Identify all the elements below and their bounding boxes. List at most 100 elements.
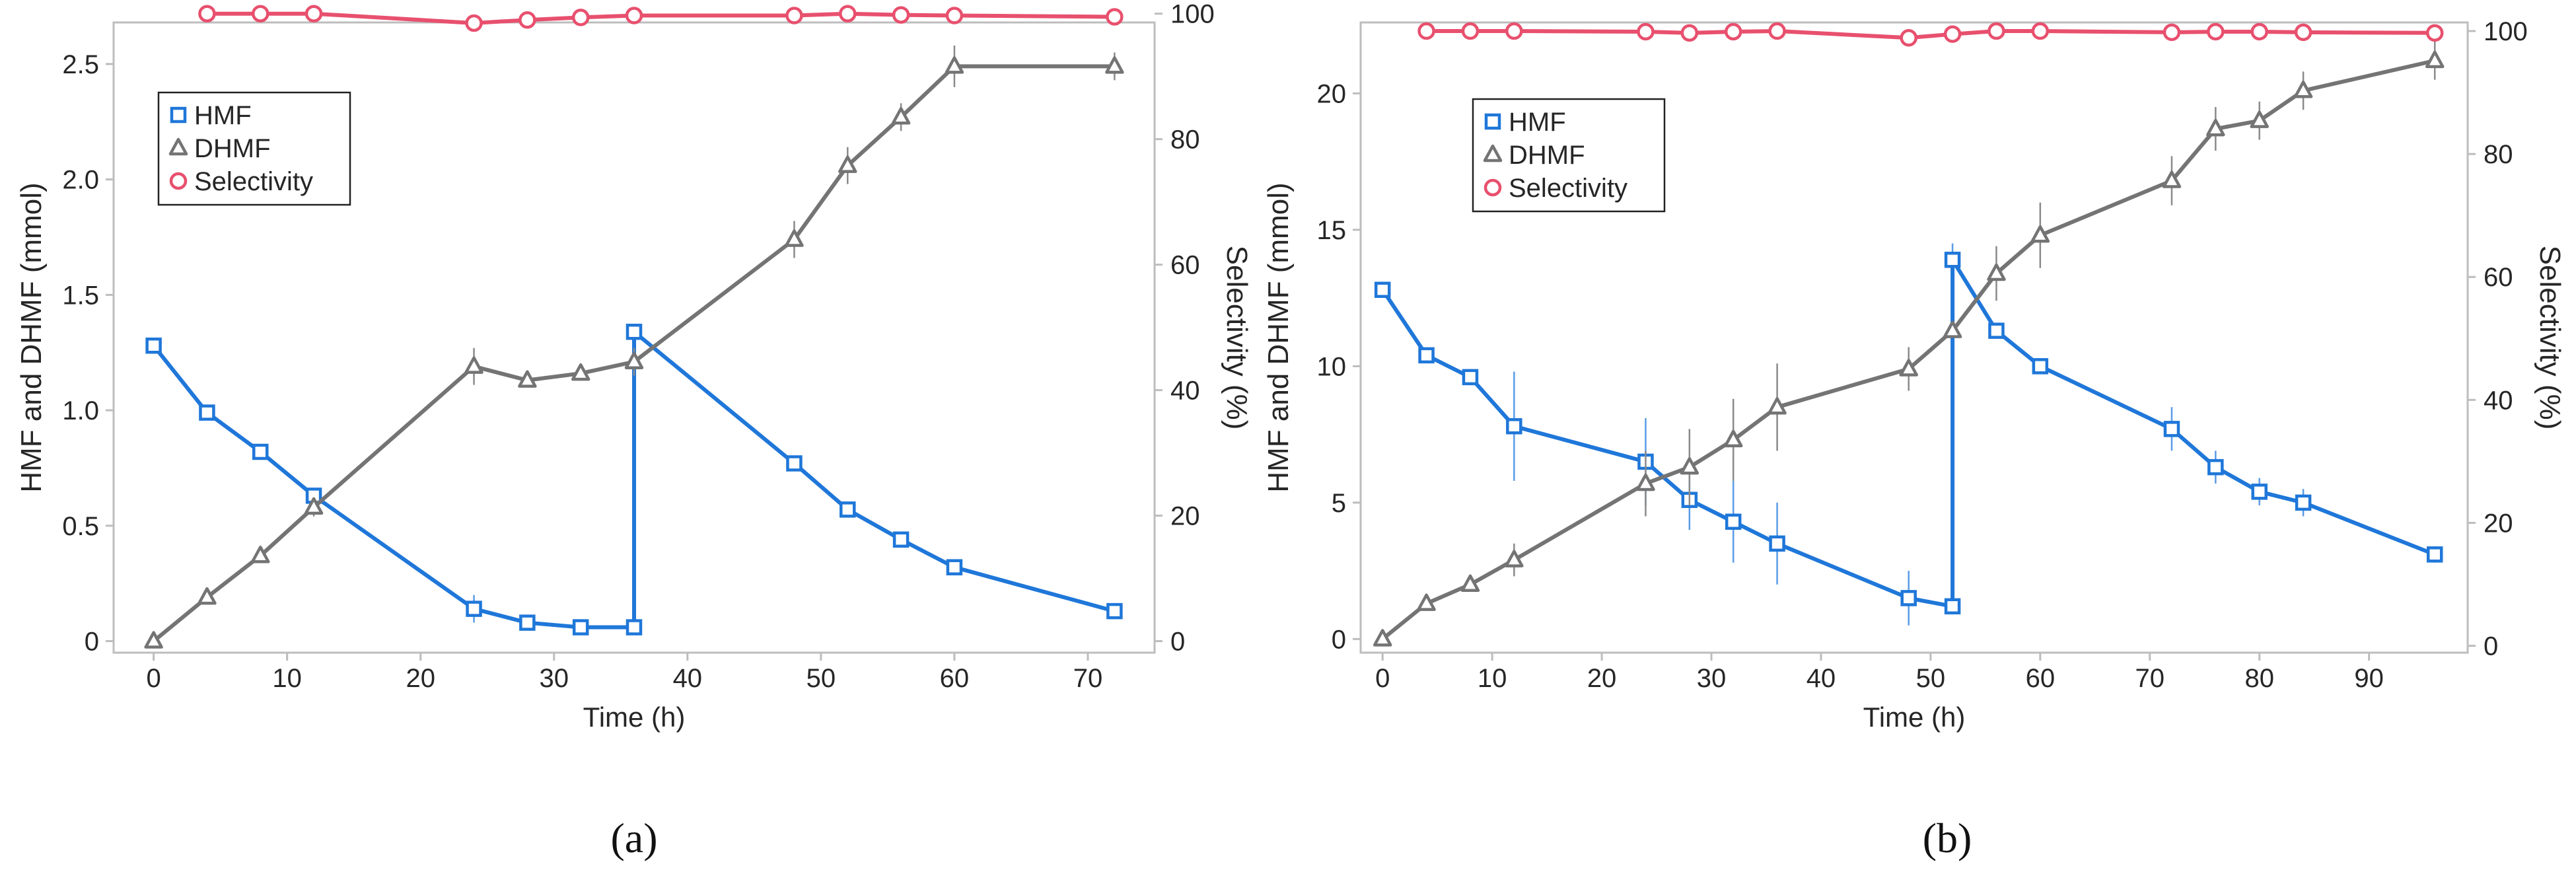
plot-frame: [1359, 21, 2469, 654]
x-tick-label: 40: [673, 664, 703, 693]
legend-marker-selectivity: [1484, 178, 1502, 197]
y2-axis-label: Selectivity (%): [1221, 246, 1253, 430]
selectivity-point: [1724, 22, 1742, 41]
dhmf-point: [518, 370, 537, 388]
x-tick-label: 50: [806, 664, 836, 693]
selectivity-point: [1768, 22, 1786, 40]
hmf-point: [1900, 590, 1917, 606]
x-tick-label: 70: [1073, 664, 1103, 693]
dhmf-point: [2425, 50, 2445, 69]
y2-tick-label: 60: [1170, 251, 1200, 280]
dhmf-point: [785, 229, 804, 247]
panel-label: (b): [1923, 815, 1972, 861]
legend-label-dhmf: DHMF: [1509, 141, 1585, 170]
dhmf-point: [891, 107, 911, 125]
x-tick-label: 80: [2244, 664, 2274, 693]
selectivity-point: [1461, 22, 1480, 40]
y-axis-label: HMF and DHMF (mmol): [1262, 182, 1295, 492]
series-selectivity: [1417, 22, 2444, 47]
legend-label-hmf: HMF: [194, 101, 252, 130]
dhmf-point: [1505, 550, 1524, 567]
selectivity-point: [465, 14, 483, 32]
hmf-point: [2295, 494, 2312, 511]
y-tick-label: 20: [1317, 79, 1347, 108]
y-tick-label: 10: [1317, 352, 1347, 381]
hmf-point: [466, 600, 482, 617]
hmf-point: [252, 443, 269, 460]
dhmf-point: [1680, 456, 1699, 475]
x-tick-label: 0: [146, 664, 161, 693]
selectivity-point: [1900, 29, 1917, 47]
legend-marker-hmf: [170, 106, 187, 124]
selectivity-point: [839, 5, 857, 22]
selectivity-point: [1637, 22, 1655, 41]
selectivity-point: [1680, 24, 1699, 42]
x-tick-label: 30: [540, 664, 569, 693]
dhmf-point: [624, 351, 644, 369]
x-tick-label: 70: [2135, 664, 2165, 693]
chart-panel-a: 0 10 20 30 40 50 60 70 0 0.5 1.0 1.5 2.0 2.5 0 20 40 60 80…: [15, 0, 1253, 861]
legend-box: [157, 91, 351, 206]
y-tick-label: 5: [1332, 489, 1346, 518]
selectivity-point: [1106, 8, 1124, 26]
y2-tick-label: 40: [2484, 386, 2513, 415]
dhmf-point: [2206, 118, 2225, 137]
dhmf-point: [1417, 593, 1436, 611]
hmf-point: [1418, 347, 1435, 364]
dhmf-point: [1636, 473, 1655, 491]
y-tick-label: 2.0: [62, 166, 99, 195]
x-tick-label: 30: [1697, 664, 1727, 693]
dhmf-point: [838, 155, 857, 173]
hmf-point: [2251, 484, 2268, 500]
selectivity-point: [304, 5, 323, 22]
y-tick-label: 1.5: [62, 281, 99, 310]
series-selectivity: [198, 5, 1124, 32]
hmf-point: [1106, 602, 1123, 620]
dhmf-point: [2250, 110, 2269, 128]
dhmf-point: [945, 56, 964, 74]
dhmf-point: [1899, 359, 1918, 377]
panel-label: (a): [610, 815, 657, 861]
selectivity-point: [785, 7, 803, 24]
hmf-point: [145, 337, 162, 354]
dhmf-point: [144, 631, 163, 649]
x-tick-label: 60: [940, 664, 970, 693]
dhmf-point: [1460, 574, 1480, 593]
legend-label-dhmf: DHMF: [194, 134, 271, 163]
y-tick-label: 1.0: [62, 396, 99, 425]
dhmf-point: [1723, 429, 1743, 448]
selectivity-point: [2250, 22, 2268, 41]
dhmf-point: [2162, 170, 2182, 188]
hmf-point: [2207, 458, 2224, 476]
selectivity-point: [519, 11, 536, 29]
dhmf-point: [251, 545, 270, 563]
hmf-point: [2426, 546, 2443, 563]
hmf-point: [572, 619, 589, 636]
dhmf-point: [464, 356, 483, 374]
x-tick-label: 20: [406, 664, 435, 693]
x-axis-label: Time (h): [1863, 702, 1966, 733]
dhmf-point: [1105, 56, 1124, 74]
y2-axis-label: Selectivity (%): [2534, 246, 2566, 430]
selectivity-point: [1943, 25, 1962, 43]
selectivity-point: [625, 7, 643, 24]
y-axis-label: HMF and DHMF (mmol): [15, 182, 48, 492]
hmf-point: [1374, 281, 1391, 298]
y2-tick-label: 80: [1170, 126, 1200, 155]
y2-tick-label: 0: [2484, 632, 2498, 661]
y2-tick-label: 40: [1170, 377, 1200, 406]
legend-label-selectivity: Selectivity: [194, 167, 313, 196]
legend-marker-hmf: [1484, 113, 1501, 130]
chart-panel-b: 0 10 20 30 40 50 60 70 80 90 0 5 10 15 20 0 20 40 60 80 100 T…: [1262, 17, 2566, 861]
legend: HMF DHMF Selectivity: [1472, 98, 1666, 213]
selectivity-point: [198, 5, 216, 22]
selectivity-point: [1987, 22, 2005, 40]
dhmf-point: [304, 497, 324, 515]
hmf-point: [519, 614, 536, 631]
hmf-point: [1462, 369, 1479, 386]
y2-tick-label: 20: [2484, 509, 2513, 538]
legend-label-hmf: HMF: [1509, 108, 1566, 137]
selectivity-point: [2031, 22, 2050, 40]
y2-tick-label: 0: [1170, 628, 1185, 657]
